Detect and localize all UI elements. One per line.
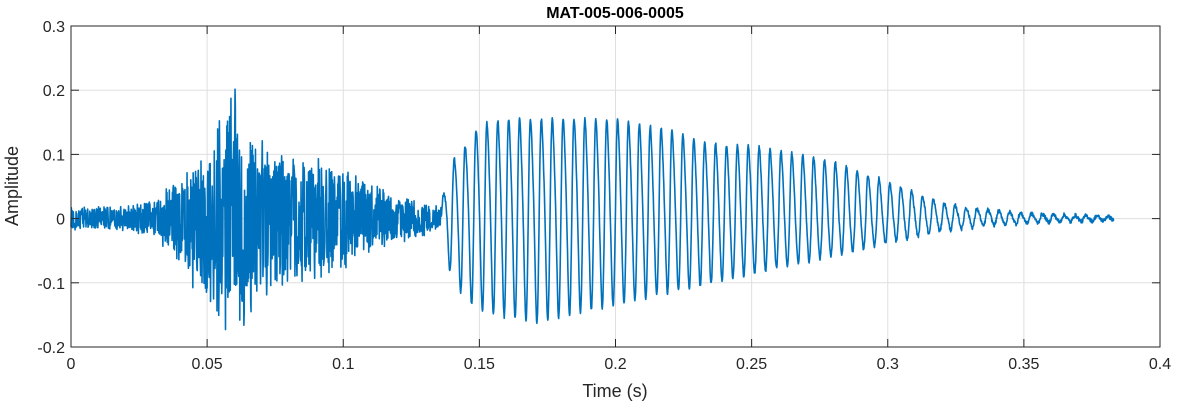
x-tick-label: 0.2 (604, 356, 626, 373)
x-axis-label: Time (s) (582, 381, 647, 401)
x-tick-label: 0.15 (464, 356, 495, 373)
y-tick-label: 0.3 (43, 19, 65, 36)
x-tick-label: 0.35 (1008, 356, 1039, 373)
y-tick-label: -0.1 (37, 276, 65, 293)
signal-line (70, 88, 1115, 331)
x-tick-label: 0.1 (332, 356, 354, 373)
x-axis-ticks: 0 0.05 0.1 0.15 0.2 0.25 0.3 0.35 0.4 (67, 26, 1171, 373)
y-tick-label: 0 (56, 212, 65, 229)
x-tick-label: 0.4 (1149, 356, 1171, 373)
y-axis-ticks: -0.2 -0.1 0 0.1 0.2 0.3 (37, 19, 1160, 357)
chart-title: MAT-005-006-0005 (546, 5, 684, 22)
y-tick-label: 0.2 (43, 83, 65, 100)
x-tick-label: 0.05 (192, 356, 223, 373)
x-tick-label: 0 (67, 356, 76, 373)
y-tick-label: -0.2 (37, 340, 65, 357)
y-tick-label: 0.1 (43, 147, 65, 164)
x-tick-label: 0.3 (877, 356, 899, 373)
x-tick-label: 0.25 (736, 356, 767, 373)
y-axis-label: Amplitude (2, 146, 22, 226)
